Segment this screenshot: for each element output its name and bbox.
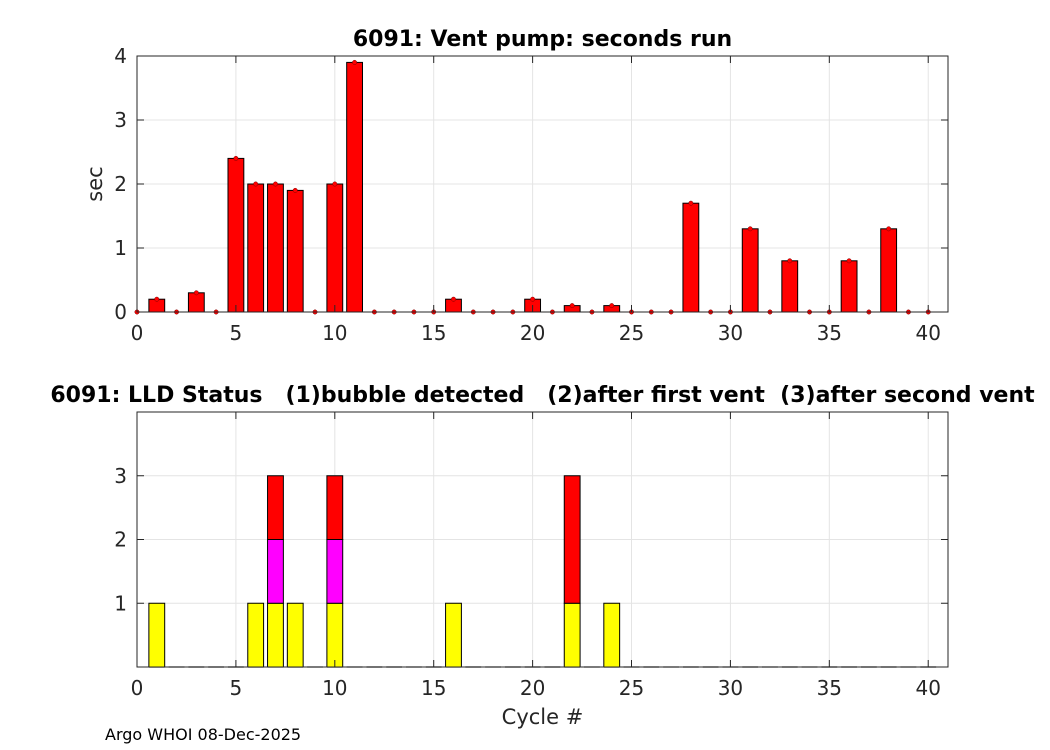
stacked-bar-segment <box>267 539 284 604</box>
bar <box>247 183 265 313</box>
data-point <box>332 181 338 187</box>
data-point <box>688 200 694 206</box>
axes-1 <box>134 55 949 315</box>
y-tick-label: 1 <box>114 591 127 615</box>
stacked-bar-segment <box>286 602 304 668</box>
bar <box>741 228 759 313</box>
data-point <box>273 181 278 187</box>
x-tick-label: 0 <box>131 676 144 700</box>
data-point <box>886 226 892 232</box>
x-axis-label: Cycle # <box>502 705 584 729</box>
axes-2 <box>136 411 949 668</box>
data-point <box>233 155 239 161</box>
bar <box>326 183 344 313</box>
stacked-bar-segment <box>148 602 166 668</box>
bar <box>781 260 799 313</box>
stacked-bar-segment <box>267 602 284 668</box>
data-point <box>253 181 259 187</box>
x-tick-label: 25 <box>619 321 644 345</box>
x-tick-label: 30 <box>718 321 743 345</box>
stacked-bar-segment <box>603 602 621 668</box>
stacked-bar-segment <box>326 475 344 540</box>
x-tick-label: 5 <box>230 321 243 345</box>
bar <box>840 260 858 313</box>
x-tick-label: 10 <box>322 321 347 345</box>
bar <box>346 61 363 313</box>
stacked-bar-segment <box>326 539 344 604</box>
stacked-bar-segment <box>247 602 265 668</box>
y-tick-label: 3 <box>114 464 127 488</box>
y-tick-label: 1 <box>114 236 127 260</box>
chart-title: 6091: LLD Status (1)bubble detected (2)a… <box>50 383 1035 408</box>
y-tick-label: 0 <box>114 300 127 324</box>
x-tick-label: 5 <box>230 676 243 700</box>
data-point <box>787 258 793 264</box>
x-tick-label: 0 <box>131 321 144 345</box>
bar <box>267 183 284 313</box>
data-point <box>451 296 456 302</box>
data-point <box>846 258 852 264</box>
y-axis-label: sec <box>83 166 107 201</box>
bar <box>227 157 245 313</box>
y-tick-label: 2 <box>114 172 127 196</box>
bar <box>187 292 205 313</box>
x-tick-label: 20 <box>520 676 545 700</box>
x-tick-label: 20 <box>520 321 545 345</box>
x-tick-label: 10 <box>322 676 347 700</box>
x-tick-label: 40 <box>915 676 940 700</box>
footer-text: Argo WHOI 08-Dec-2025 <box>105 725 302 744</box>
bar <box>880 228 898 313</box>
data-point <box>352 59 358 65</box>
data-point <box>530 296 536 302</box>
x-tick-label: 35 <box>817 321 842 345</box>
data-point <box>609 303 615 309</box>
data-point <box>569 303 575 309</box>
x-tick-label: 40 <box>915 321 940 345</box>
x-tick-label: 15 <box>421 676 446 700</box>
y-tick-label: 2 <box>114 528 127 552</box>
data-point <box>292 187 298 193</box>
stacked-bar-segment <box>563 602 581 668</box>
stacked-bar-segment <box>267 475 284 540</box>
x-tick-label: 35 <box>817 676 842 700</box>
bar <box>286 189 304 313</box>
data-point <box>193 290 199 296</box>
x-tick-label: 30 <box>718 676 743 700</box>
x-tick-label: 25 <box>619 676 644 700</box>
stacked-bar-segment <box>445 602 462 668</box>
chart-title: 6091: Vent pump: seconds run <box>353 27 732 52</box>
data-point <box>747 226 753 232</box>
stacked-bar-segment <box>326 602 344 668</box>
bar <box>682 202 700 313</box>
y-tick-label: 3 <box>114 108 127 132</box>
x-tick-label: 15 <box>421 321 446 345</box>
stacked-bar-segment <box>563 475 581 604</box>
data-point <box>154 296 160 302</box>
y-tick-label: 4 <box>114 44 127 68</box>
